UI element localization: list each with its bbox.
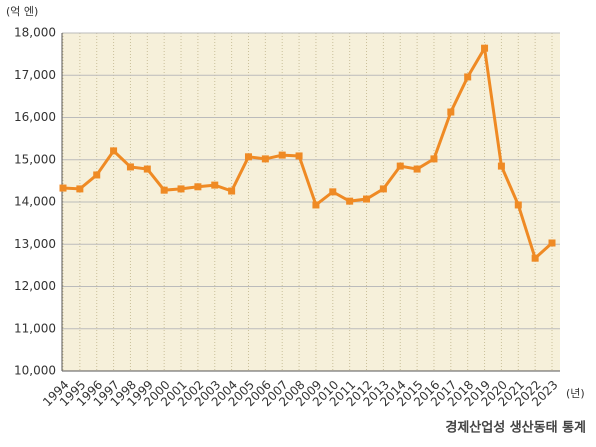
y-tick-label: 15,000 <box>14 152 56 166</box>
data-point <box>244 153 252 161</box>
data-point <box>379 185 387 193</box>
data-point <box>143 165 151 173</box>
data-point <box>160 186 168 194</box>
data-point <box>464 73 472 81</box>
data-point <box>531 254 539 262</box>
y-tick-label: 17,000 <box>14 68 56 82</box>
data-point <box>278 151 286 159</box>
data-point <box>363 195 371 203</box>
y-tick-label: 10,000 <box>14 364 56 378</box>
data-point <box>413 165 421 173</box>
data-point <box>497 162 505 170</box>
data-point <box>194 183 202 191</box>
y-tick-label: 12,000 <box>14 279 56 293</box>
data-point <box>93 171 101 179</box>
x-unit-label: (년) <box>566 387 585 400</box>
unit-label: (억 엔) <box>6 5 38 18</box>
data-point <box>59 184 67 192</box>
data-point <box>110 147 118 155</box>
data-point <box>312 201 320 209</box>
y-tick-label: 18,000 <box>14 26 56 40</box>
data-point <box>177 185 185 193</box>
data-point <box>430 155 438 163</box>
data-point <box>295 152 303 160</box>
data-point <box>346 197 354 205</box>
y-tick-label: 14,000 <box>14 195 56 209</box>
data-point <box>514 201 522 209</box>
data-point <box>228 187 236 195</box>
data-point <box>396 162 404 170</box>
data-point <box>261 155 269 163</box>
data-point <box>447 108 455 116</box>
data-point <box>76 185 84 193</box>
y-tick-label: 16,000 <box>14 110 56 124</box>
data-point <box>548 239 556 247</box>
y-tick-label: 11,000 <box>14 321 56 335</box>
data-point <box>126 163 134 171</box>
data-point <box>211 181 219 189</box>
data-point <box>481 44 489 52</box>
data-point <box>329 188 337 196</box>
source: 경제산업성 생산동태 통계 <box>445 420 586 436</box>
y-tick-label: 13,000 <box>14 237 56 251</box>
